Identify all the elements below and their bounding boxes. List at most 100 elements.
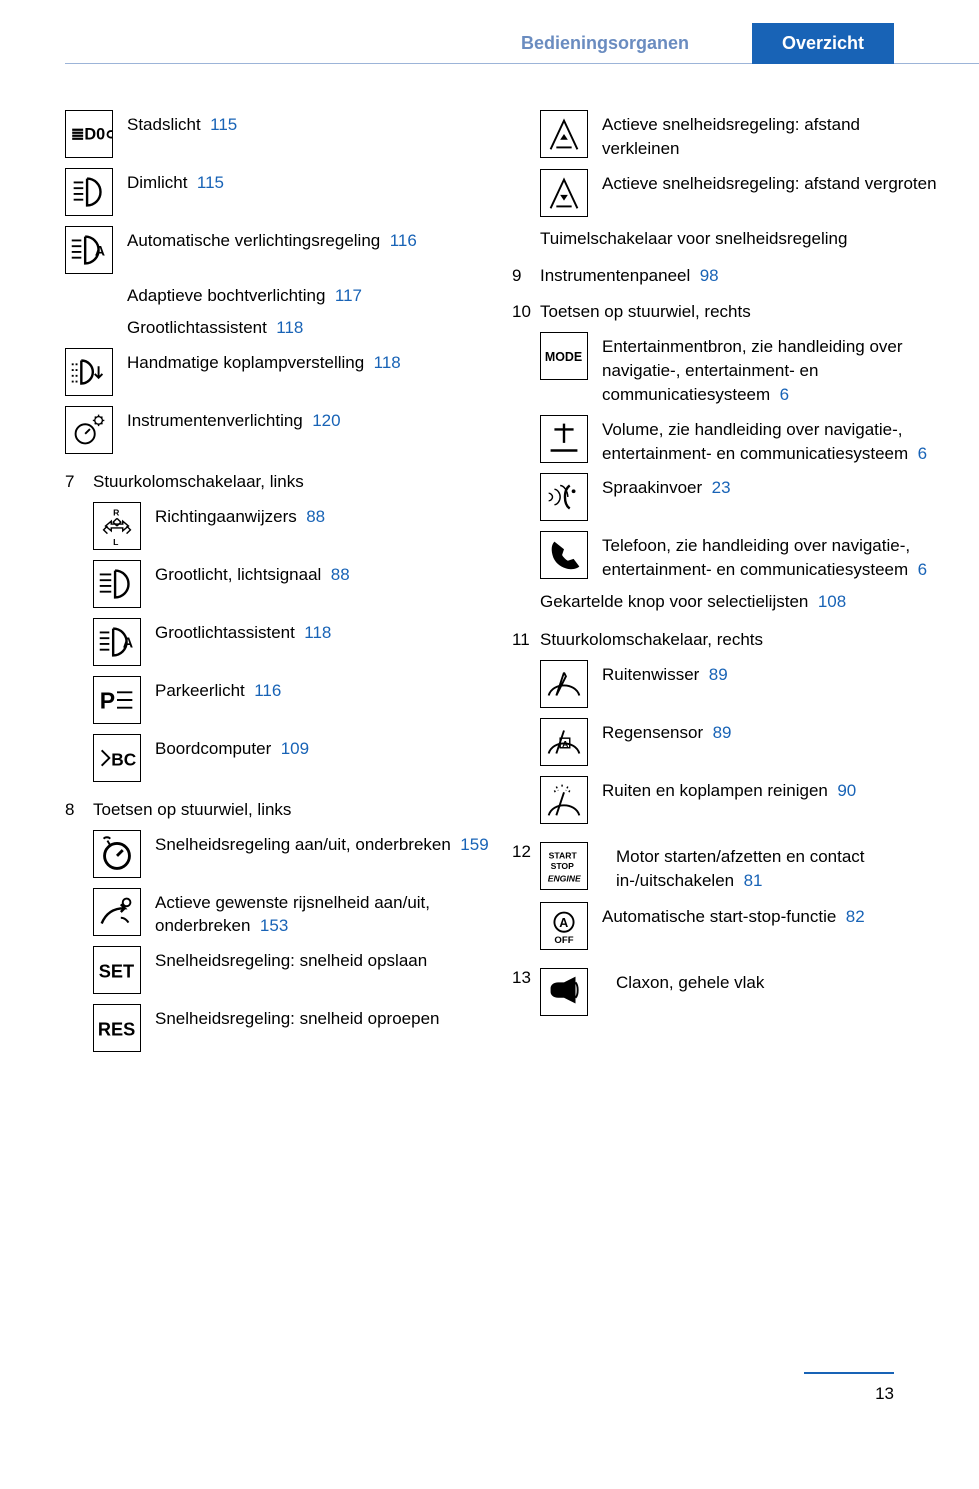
page-reference[interactable]: 98 (700, 266, 719, 285)
icon-item: Handmatige koplampverstelling 118 (65, 348, 492, 398)
item-text: Parkeerlicht 116 (155, 676, 281, 703)
snelh_aan-icon (93, 830, 141, 878)
section-number: 11 (512, 630, 540, 650)
sub-item: Adaptieve bochtverlichting 117 (127, 284, 492, 308)
section-heading: 10 Toetsen op stuurwiel, rechts (512, 302, 939, 322)
claxon-icon (540, 968, 588, 1016)
voice-icon (540, 473, 588, 521)
icon-item: RL Richtingaanwijzers 88 (93, 502, 492, 552)
mode-icon: MODE (540, 332, 588, 380)
active-tab: Overzicht (752, 23, 894, 64)
instrument-icon (65, 406, 113, 454)
icon-item: ≣D0⊂ Stadslicht 115 (65, 110, 492, 160)
section-number: 13 (512, 968, 540, 988)
page-reference[interactable]: 89 (709, 665, 728, 684)
item-text: Actieve snelheidsregeling: afstand vergr… (602, 169, 937, 196)
page-reference[interactable]: 116 (390, 231, 417, 250)
icon-item: MODE Entertainmentbron, zie handleiding … (540, 332, 939, 406)
actief_snelh-icon (93, 888, 141, 936)
page-reference[interactable]: 6 (918, 444, 927, 463)
item-text: Grootlicht, lichtsignaal 88 (155, 560, 350, 587)
section-title: Instrumentenpaneel 98 (540, 266, 719, 286)
page-reference[interactable]: 120 (312, 411, 340, 430)
page-reference[interactable]: 23 (712, 478, 731, 497)
svg-text:A: A (562, 739, 568, 749)
icon-item: Ruitenwisser 89 (540, 660, 939, 710)
item-text: Stadslicht 115 (127, 110, 237, 137)
phone-icon (540, 531, 588, 579)
volume-icon (540, 415, 588, 463)
auto_light-icon: A (65, 226, 113, 274)
svg-text:R: R (113, 507, 120, 517)
grootlicht_a-icon: A (93, 618, 141, 666)
icon-item: RES Snelheidsregeling: snelheid oproepen (93, 1004, 492, 1054)
icon-item: A Automatische verlichtingsregeling 116 (65, 226, 492, 276)
page-reference[interactable]: 109 (281, 739, 309, 758)
section-heading: 7 Stuurkolomschakelaar, links (65, 472, 492, 492)
item-text: Ruiten en koplampen reinigen 90 (602, 776, 856, 803)
icon-item: Actieve gewenste rijsnelheid aan/uit, on… (93, 888, 492, 939)
autostartstop-icon: AOFF (540, 902, 588, 950)
page-reference[interactable]: 115 (197, 173, 224, 192)
item-text: Ruitenwisser 89 (602, 660, 728, 687)
svg-text:BC: BC (111, 749, 136, 769)
page-reference[interactable]: 153 (260, 916, 288, 935)
koplamp-icon (65, 348, 113, 396)
section-title: Stuurkolomschakelaar, links (93, 472, 304, 492)
page-reference[interactable]: 6 (780, 385, 789, 404)
page-reference[interactable]: 118 (374, 353, 401, 372)
page-reference[interactable]: 108 (818, 592, 846, 611)
svg-text:STOP: STOP (551, 861, 575, 871)
page-reference[interactable]: 117 (335, 286, 362, 305)
parkeer-icon: P (93, 676, 141, 724)
icon-item: Spraakinvoer 23 (540, 473, 939, 523)
section-number: 8 (65, 800, 93, 820)
page-reference[interactable]: 118 (276, 318, 303, 337)
grootlicht-icon (93, 560, 141, 608)
page-reference[interactable]: 89 (713, 723, 732, 742)
page-reference[interactable]: 88 (306, 507, 325, 526)
item-text: Richtingaanwijzers 88 (155, 502, 325, 529)
bc-icon: BC (93, 734, 141, 782)
section-heading: 12 STARTSTOPENGINE Motor starten/afzette… (512, 842, 939, 893)
icon-item: A Regensensor 89 (540, 718, 939, 768)
svg-text:MODE: MODE (545, 350, 582, 364)
section-heading: 9 Instrumentenpaneel 98 (512, 266, 939, 286)
icon-item: AOFF Automatische start-stop-functie 82 (540, 902, 939, 952)
afstand_plus-icon (540, 169, 588, 217)
page-reference[interactable]: 115 (210, 115, 237, 134)
item-text: Handmatige koplampverstelling 118 (127, 348, 401, 375)
svg-text:A: A (95, 244, 105, 260)
item-text: Boordcomputer 109 (155, 734, 309, 761)
item-text: Regensensor 89 (602, 718, 732, 745)
wisser-icon (540, 660, 588, 708)
section-title: Toetsen op stuurwiel, rechts (540, 302, 751, 322)
page-reference[interactable]: 118 (304, 623, 331, 642)
page-reference[interactable]: 6 (918, 560, 927, 579)
res-icon: RES (93, 1004, 141, 1052)
page-reference[interactable]: 116 (254, 681, 281, 700)
icon-item: Snelheidsregeling aan/uit, onderbreken 1… (93, 830, 492, 880)
svg-text:OFF: OFF (554, 936, 573, 947)
text-line: Tuimelschakelaar voor snelheidsregeling (540, 227, 939, 251)
item-text: Volume, zie handleiding over navigatie-,… (602, 415, 939, 466)
startstop-icon: STARTSTOPENGINE (540, 842, 588, 890)
item-text: Snelheidsregeling: snelheid oproepen (155, 1004, 440, 1031)
item-text: Entertainmentbron, zie handleiding over … (602, 332, 939, 406)
page-reference[interactable]: 88 (331, 565, 350, 584)
svg-text:START: START (549, 850, 578, 860)
footer-rule (804, 1372, 894, 1374)
page-reference[interactable]: 81 (744, 871, 763, 890)
svg-text:RES: RES (98, 1020, 135, 1040)
page-reference[interactable]: 90 (837, 781, 856, 800)
icon-item: Actieve snelheidsregeling: afstand verkl… (540, 110, 939, 161)
afstand_min-icon (540, 110, 588, 158)
item-text: Spraakinvoer 23 (602, 473, 731, 500)
right-column: Actieve snelheidsregeling: afstand verkl… (512, 110, 939, 1062)
icon-item: Actieve snelheidsregeling: afstand vergr… (540, 169, 939, 219)
reinigen-icon (540, 776, 588, 824)
page-reference[interactable]: 82 (846, 907, 865, 926)
section-number: 12 (512, 842, 540, 862)
dimlicht-icon (65, 168, 113, 216)
page-reference[interactable]: 159 (460, 835, 488, 854)
